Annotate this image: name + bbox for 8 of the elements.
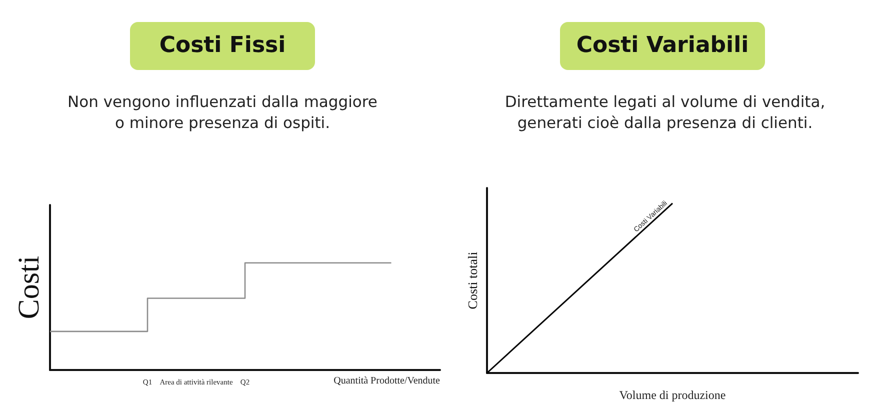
y-axis-title: Costi totali [465, 251, 480, 310]
chart-subtitle: Non vengono influenzati dalla maggiore o minore presenza di ospiti. [66, 92, 378, 134]
x-axis-title: Quantità Prodotte/Vendute [334, 376, 441, 386]
y-axis-title: Costi [12, 256, 46, 320]
chart-title: Costi Variabili [560, 22, 765, 70]
x-axis-title: Volume di produzione [619, 388, 726, 402]
chart-subtitle: Direttamente legati al volume di vendita, generati cioè dalla presenza di clienti. [504, 92, 826, 134]
chart-title: Costi Fissi [130, 22, 315, 70]
